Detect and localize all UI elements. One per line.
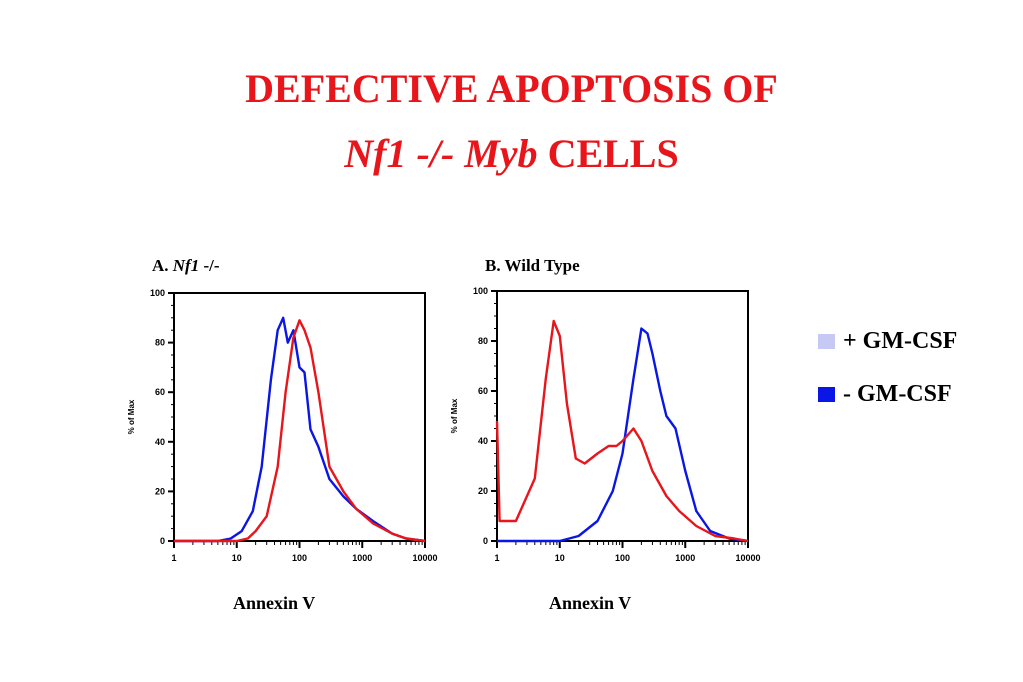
panel-b-ytick-label: 60: [478, 386, 488, 396]
title-line-2: Nf1 -/- Myb CELLS: [0, 131, 1023, 177]
legend-item-minus-gmcsf: - GM-CSF: [818, 381, 952, 408]
panel-b-series-red: [495, 319, 749, 543]
panel-a-label: A. Nf1 -/-: [152, 256, 220, 276]
panel-b-xlabel: Annexin V: [549, 593, 632, 613]
panel-a-xtick-label: 100: [292, 553, 307, 563]
panel-b-frame: [496, 290, 749, 542]
panel-b-ytick-label: 100: [473, 286, 488, 296]
panel-b-xtick-label: 100: [615, 553, 630, 563]
panel-a-series-red: [174, 319, 426, 543]
panel-b-suffix: Wild Type: [504, 256, 580, 275]
legend-label-plus-gmcsf: + GM-CSF: [843, 328, 958, 354]
panel-a-gene: Nf1: [172, 256, 200, 275]
panel-b-xtick-label: 1000: [675, 553, 695, 563]
legend-item-plus-gmcsf: + GM-CSF: [818, 328, 957, 355]
panel-a-frame: [173, 292, 426, 542]
panel-a-prefix: A.: [152, 256, 169, 275]
panel-a-ytick-label: 80: [155, 338, 165, 348]
panel-a-suffix: -/-: [203, 256, 220, 275]
panel-b-ylabel: % of Max: [450, 398, 459, 433]
title-gene-nf1: Nf1 -/-: [344, 131, 465, 176]
panel-b-xtick-label: 10: [555, 553, 565, 563]
panel-b-ytick-label: 80: [478, 336, 488, 346]
panel-b-label: B. Wild Type: [485, 256, 580, 276]
panel-b-ytick-label: 20: [478, 486, 488, 496]
title-cells: CELLS: [537, 131, 679, 176]
legend-swatch-plus-gmcsf: [818, 334, 835, 349]
panel-a-series-blue: [174, 316, 426, 543]
legend-swatch-minus-gmcsf: [818, 387, 835, 402]
panel-a-ytick-label: 20: [155, 486, 165, 496]
panel-a-ytick-label: 60: [155, 387, 165, 397]
panel-b-series-blue: [497, 327, 749, 543]
panel-b-ytick-label: 40: [478, 436, 488, 446]
panel-b-xtick-label: 1: [494, 553, 499, 563]
legend-label-minus-gmcsf: - GM-CSF: [843, 381, 952, 407]
panel-a-xtick-label: 1: [171, 553, 176, 563]
panel-a-xlabel: Annexin V: [233, 593, 316, 613]
panel-a-xtick-label: 1000: [352, 553, 372, 563]
panel-b-ytick-label: 0: [483, 536, 488, 546]
panel-a-ytick-label: 0: [160, 536, 165, 546]
panel-b-prefix: B.: [485, 256, 501, 275]
panel-b-xtick-label: 10000: [735, 553, 760, 563]
title-line-1: DEFECTIVE APOPTOSIS OF: [245, 66, 778, 111]
title-gene-myb: Myb: [464, 131, 538, 176]
panel-a-ylabel: % of Max: [127, 399, 136, 434]
panel-a-ytick-label: 40: [155, 437, 165, 447]
panel-a-ytick-label: 100: [150, 288, 165, 298]
panel-a-xtick-label: 10: [232, 553, 242, 563]
panel-a-xtick-label: 10000: [412, 553, 437, 563]
